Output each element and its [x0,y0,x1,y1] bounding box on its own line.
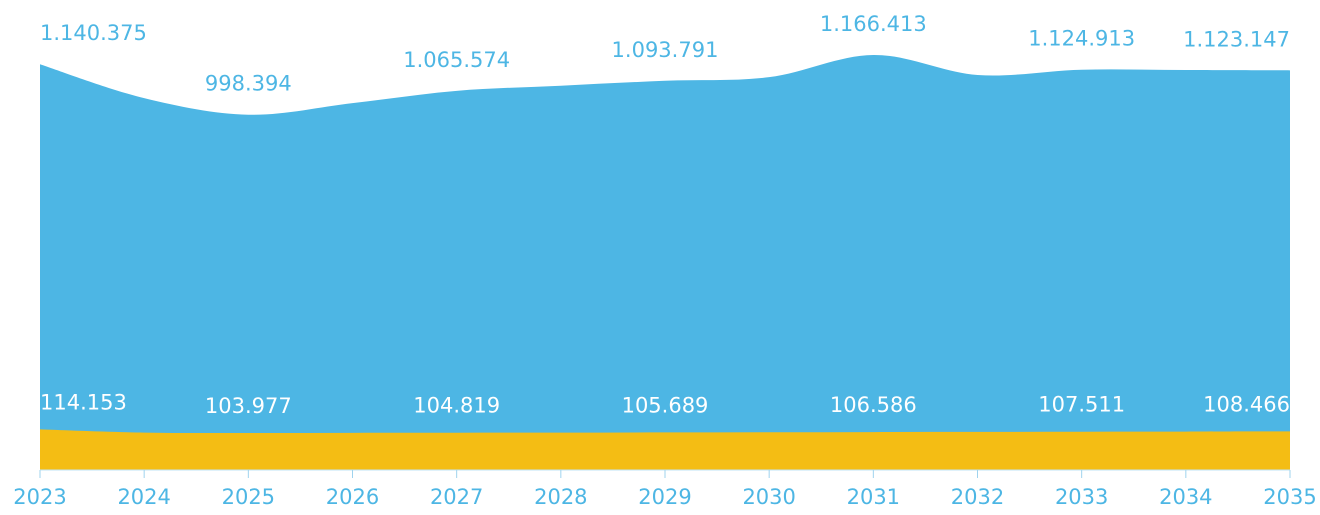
value-label: 1.065.574 [403,48,510,72]
value-label: 104.819 [413,394,500,418]
area [40,54,1290,470]
value-label: 107.511 [1038,393,1125,417]
value-label: 998.394 [205,72,292,96]
area [40,429,1290,470]
x-tick-label: 2026 [326,485,379,509]
x-tick-label: 2030 [742,485,795,509]
value-label: 103.977 [205,394,292,418]
x-tick-label: 2032 [951,485,1004,509]
x-tick-label: 2027 [430,485,483,509]
x-tick-label: 2028 [534,485,587,509]
x-tick-label: 2025 [222,485,275,509]
x-tick-label: 2024 [117,485,170,509]
x-tick-label: 2029 [638,485,691,509]
value-label: 1.093.791 [612,38,719,62]
value-label: 1.166.413 [820,12,927,36]
value-label: 1.124.913 [1028,27,1135,51]
x-tick-label: 2034 [1159,485,1212,509]
x-tick-label: 2023 [13,485,66,509]
x-tick-label: 2035 [1263,485,1316,509]
value-label: 108.466 [1203,392,1290,416]
value-label: 1.140.375 [40,21,147,45]
value-label: 105.689 [622,393,709,417]
value-label: 114.153 [40,390,127,414]
value-label: 106.586 [830,393,917,417]
value-label: 1.123.147 [1183,27,1290,51]
x-tick-label: 2033 [1055,485,1108,509]
x-tick-label: 2031 [847,485,900,509]
